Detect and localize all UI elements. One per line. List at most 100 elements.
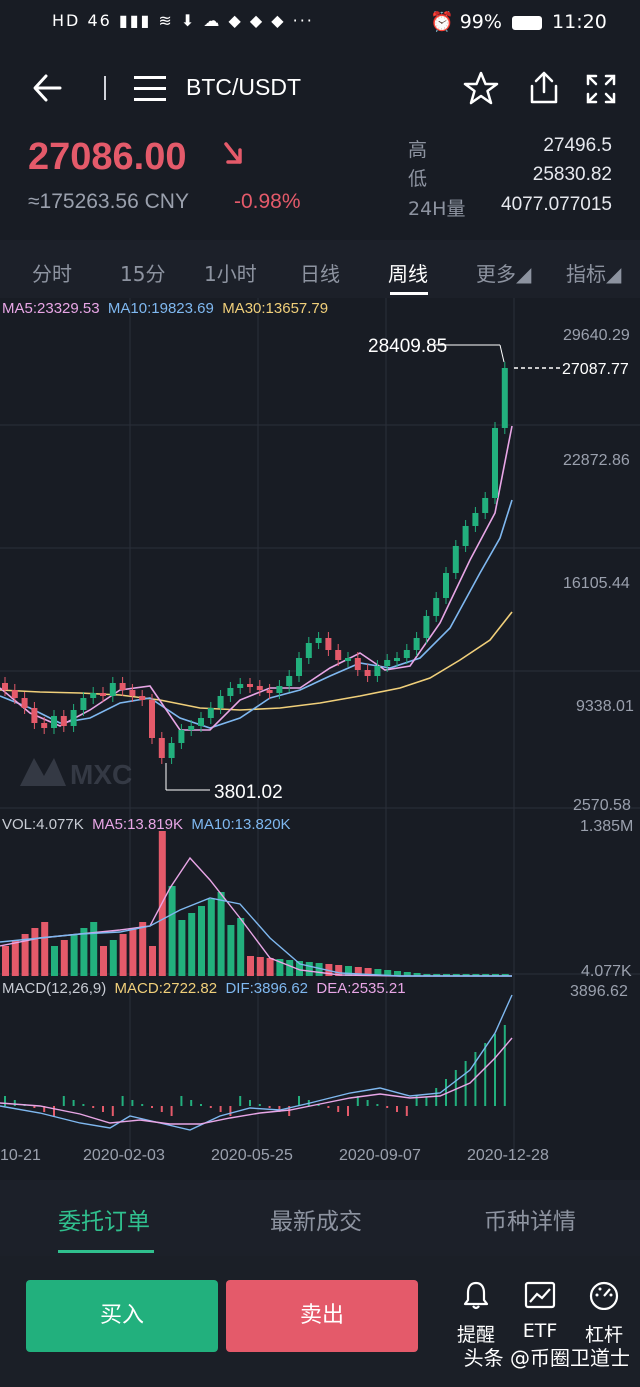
- vol-legend: VOL:4.077K MA5:13.819K MA10:13.820K: [2, 816, 291, 833]
- leverage-tool[interactable]: 杠杆: [574, 1280, 634, 1347]
- vol-value: VOL:4.077K: [2, 816, 84, 833]
- macd-bar: [376, 1104, 379, 1106]
- alert-tool[interactable]: 提醒: [446, 1280, 506, 1347]
- volume-bar: [472, 974, 480, 976]
- vol-ma10-line: [0, 897, 512, 977]
- tab-indicators[interactable]: 指标◢: [566, 262, 622, 286]
- candle-body: [472, 513, 479, 526]
- vol-axis-bottom: 4.077K: [581, 963, 632, 980]
- price-axis-label: 22872.86: [563, 452, 630, 469]
- volume-bar: [51, 946, 58, 976]
- kline-chart[interactable]: MXC 28409.85 3801.02 27087.77 29640.29 2…: [0, 298, 640, 1178]
- leverage-label: 杠杆: [584, 1324, 623, 1346]
- macd-bar: [190, 1100, 193, 1106]
- macd-bar: [249, 1100, 251, 1106]
- tab-daily[interactable]: 日线: [300, 262, 340, 286]
- dea-value: DEA:2535.21: [316, 980, 406, 997]
- status-right: ⏰ 99% 11:20: [430, 10, 607, 33]
- volume-bar: [168, 886, 176, 976]
- volume-bar: [149, 946, 156, 976]
- macd-bar: [317, 1104, 320, 1106]
- tab-coin-details[interactable]: 币种详情: [484, 1209, 576, 1235]
- candle-body: [305, 643, 312, 658]
- high-marker-text: 28409.85: [368, 336, 447, 357]
- volume-bar: [276, 959, 284, 976]
- chart-svg[interactable]: MXC 28409.85 3801.02 27087.77 29640.29 2…: [0, 298, 640, 1178]
- fullscreen-icon[interactable]: [584, 72, 618, 106]
- candle-body: [2, 683, 8, 690]
- star-icon[interactable]: [462, 70, 500, 106]
- macd-bar: [298, 1096, 300, 1106]
- date-label: 2020-05-25: [211, 1147, 293, 1164]
- macd-histogram: [4, 1025, 506, 1116]
- date-label: 2020-12-28: [467, 1147, 549, 1164]
- macd-bar: [454, 1070, 457, 1106]
- tab-time-sharing[interactable]: 分时: [32, 262, 72, 286]
- tab-1hour[interactable]: 1小时: [204, 262, 257, 286]
- candle-body: [41, 723, 48, 728]
- macd-params: MACD(12,26,9): [2, 980, 107, 997]
- battery-icon: [512, 15, 542, 30]
- macd-bar: [356, 1096, 359, 1106]
- price-change: -0.98%: [234, 190, 301, 213]
- volume-bar: [354, 967, 362, 976]
- candle-body: [149, 700, 155, 738]
- candle-body: [129, 690, 136, 696]
- current-price-tag: 27087.77: [562, 361, 629, 378]
- candle-body: [109, 683, 116, 696]
- menu-icon[interactable]: [132, 72, 168, 104]
- pair-title[interactable]: BTC/USDT: [186, 74, 301, 100]
- candle-body: [178, 730, 185, 743]
- candle-body: [364, 670, 371, 676]
- date-label: 10-21: [0, 1147, 41, 1164]
- macd-bar: [386, 1106, 389, 1108]
- volume-bar: [109, 940, 117, 976]
- status-icons: HD 46 ▮▮▮ ≋ ⬇ ☁ ◆ ◆ ◆ ···: [52, 11, 314, 30]
- volume-bar: [217, 892, 225, 976]
- volume-bar: [384, 970, 392, 976]
- macd-bar: [503, 1025, 506, 1106]
- date-label: 2020-09-07: [339, 1147, 421, 1164]
- tab-more[interactable]: 更多◢: [476, 262, 532, 286]
- candle-body: [276, 686, 283, 693]
- tab-15min[interactable]: 15分: [120, 262, 166, 286]
- price-axis-label: 2570.58: [573, 797, 631, 814]
- volume-bar: [237, 918, 245, 976]
- sell-button[interactable]: 卖出: [226, 1280, 418, 1352]
- macd-bar: [288, 1106, 291, 1116]
- candle-body: [462, 526, 469, 546]
- tab-weekly[interactable]: 周线: [388, 262, 428, 286]
- buy-button[interactable]: 买入: [26, 1280, 218, 1352]
- candle-body: [403, 650, 410, 658]
- top-bar: [0, 48, 640, 130]
- price-axis-label: 16105.44: [563, 575, 630, 592]
- ma-legend: MA5:23329.53 MA10:19823.69 MA30:13657.79: [2, 300, 328, 317]
- alert-label: 提醒: [456, 1324, 495, 1346]
- macd-bar: [180, 1096, 183, 1106]
- volume-bar: [139, 922, 147, 976]
- volume-bar: [286, 960, 294, 976]
- candle-body: [11, 690, 18, 698]
- macd-bar: [102, 1106, 104, 1112]
- volume-bar: [374, 969, 382, 976]
- candle-body: [394, 658, 400, 661]
- low-marker-text: 3801.02: [214, 782, 283, 803]
- share-icon[interactable]: [526, 70, 562, 106]
- alarm-icon: ⏰: [430, 11, 454, 33]
- volume-bar: [335, 965, 343, 976]
- tab-orders[interactable]: 委托订单: [58, 1209, 150, 1235]
- cny-price: ≈175263.56 CNY: [28, 190, 189, 213]
- vol-axis-top: 1.385M: [580, 818, 633, 835]
- order-tabs: 委托订单 最新成交 币种详情: [0, 1180, 640, 1256]
- volume-bar: [423, 974, 431, 976]
- macd-bar: [121, 1096, 124, 1106]
- volume-bar: [41, 922, 49, 976]
- tab-latest-trades[interactable]: 最新成交: [270, 1209, 362, 1235]
- order-tab-indicator: [58, 1250, 154, 1253]
- back-arrow-icon[interactable]: [30, 70, 66, 106]
- low-label: 低: [408, 168, 428, 190]
- macd-bar: [425, 1097, 428, 1106]
- etf-tool[interactable]: ETF: [510, 1280, 570, 1342]
- active-tab-indicator: [390, 292, 428, 295]
- dea-line: [0, 1037, 513, 1125]
